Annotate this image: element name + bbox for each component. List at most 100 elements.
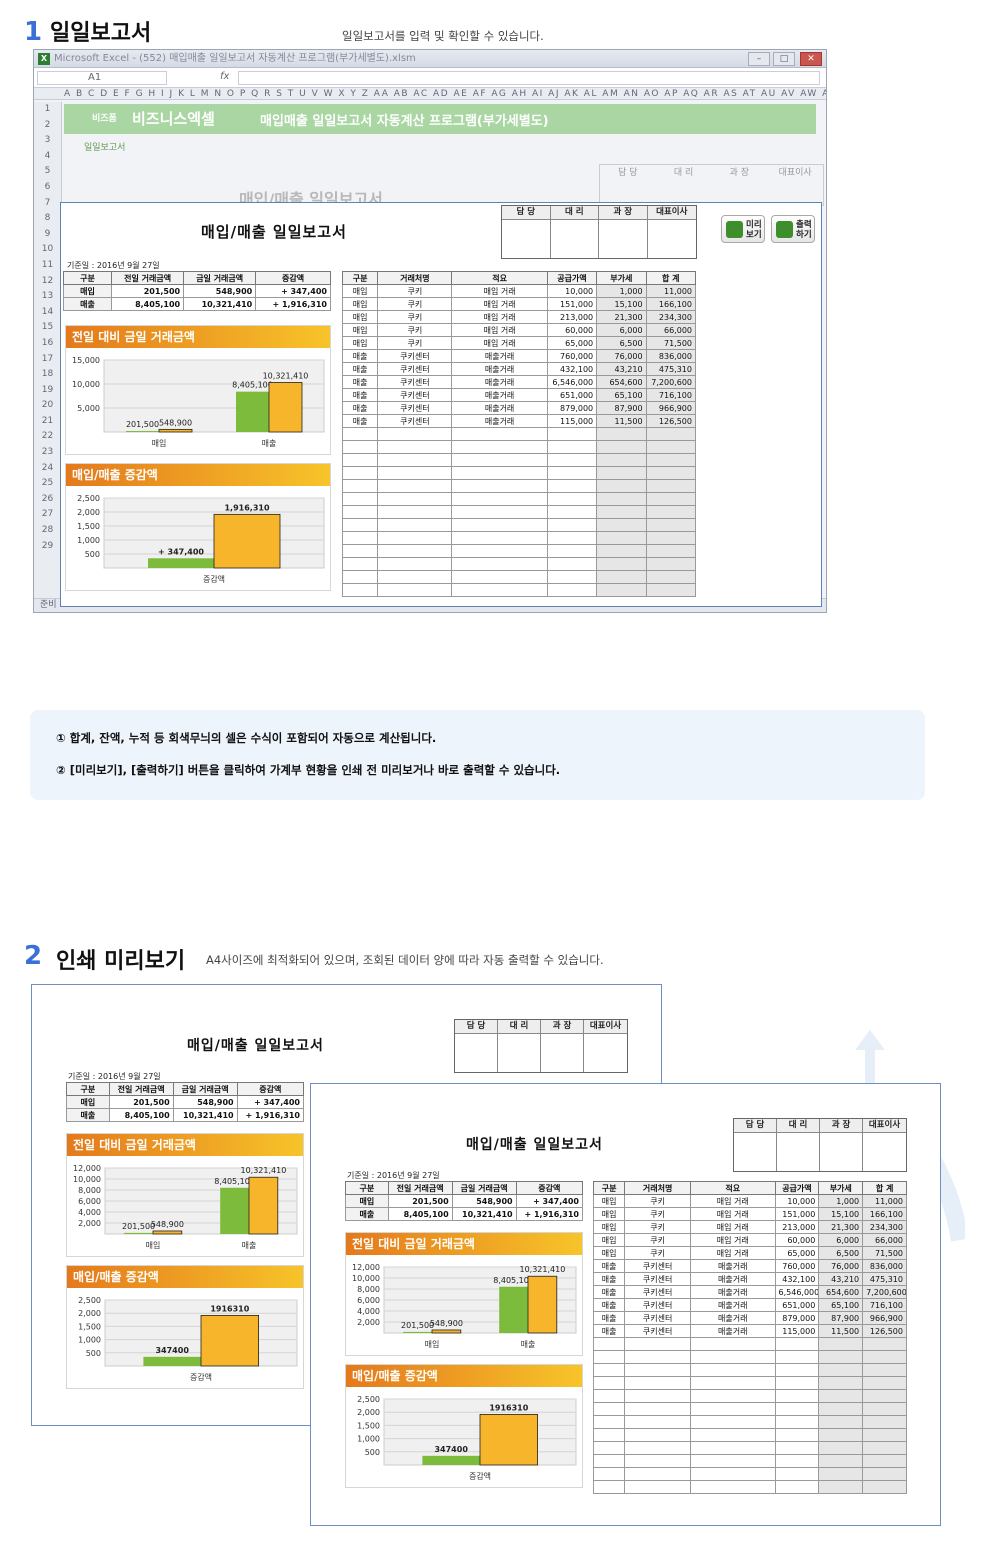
detail-cell[interactable]	[341, 544, 379, 558]
detail-cell[interactable]: 매출거래	[690, 1298, 776, 1312]
detail-cell[interactable]: 234,300	[862, 1220, 907, 1234]
detail-cell[interactable]	[596, 518, 647, 532]
detail-cell[interactable]	[341, 531, 379, 545]
detail-cell[interactable]: 475,310	[862, 1272, 907, 1286]
detail-cell[interactable]: 쿠키센터	[377, 414, 453, 428]
detail-cell[interactable]	[690, 1415, 776, 1429]
detail-cell[interactable]: 매출거래	[690, 1311, 776, 1325]
detail-cell[interactable]	[451, 557, 548, 571]
detail-cell[interactable]	[774, 1441, 820, 1455]
detail-cell[interactable]: 651,000	[546, 388, 598, 402]
row-header[interactable]: 2	[44, 119, 51, 130]
detail-cell[interactable]: 매입	[341, 310, 379, 324]
detail-cell[interactable]	[624, 1441, 692, 1455]
detail-cell[interactable]: 매입 거래	[690, 1233, 776, 1247]
detail-cell[interactable]	[862, 1480, 907, 1494]
detail-cell[interactable]	[546, 505, 598, 519]
detail-cell[interactable]: 매출거래	[690, 1324, 776, 1338]
detail-cell[interactable]	[818, 1376, 864, 1390]
detail-cell[interactable]: 쿠키센터	[624, 1324, 692, 1338]
detail-cell[interactable]: 매출거래	[451, 375, 548, 389]
detail-cell[interactable]: 매출거래	[451, 401, 548, 415]
row-header[interactable]: 10	[41, 244, 54, 255]
detail-cell[interactable]	[341, 453, 379, 467]
detail-cell[interactable]: 매입	[592, 1233, 626, 1247]
detail-cell[interactable]	[377, 570, 453, 584]
detail-cell[interactable]: 65,000	[774, 1246, 820, 1260]
summary-cell[interactable]: 201,500	[108, 1095, 174, 1109]
detail-cell[interactable]: 87,900	[596, 401, 647, 415]
summary-cell[interactable]: + 347,400	[236, 1095, 305, 1109]
row-header[interactable]: 19	[41, 384, 54, 395]
summary-cell[interactable]: 10,321,410	[172, 1108, 238, 1122]
detail-cell[interactable]: 쿠키센터	[377, 349, 453, 363]
detail-cell[interactable]: 쿠키센터	[377, 362, 453, 376]
detail-cell[interactable]	[774, 1428, 820, 1442]
detail-cell[interactable]	[596, 570, 647, 584]
detail-cell[interactable]: 66,000	[645, 323, 697, 337]
detail-cell[interactable]: 매출	[341, 388, 379, 402]
detail-cell[interactable]	[645, 505, 697, 519]
detail-cell[interactable]	[341, 557, 379, 571]
detail-cell[interactable]	[546, 427, 598, 441]
detail-cell[interactable]: 651,000	[774, 1298, 820, 1312]
detail-cell[interactable]: 쿠키센터	[624, 1272, 692, 1286]
detail-cell[interactable]	[624, 1363, 692, 1377]
summary-cell[interactable]: 매입	[345, 1194, 389, 1208]
detail-cell[interactable]: 760,000	[546, 349, 598, 363]
detail-cell[interactable]	[377, 479, 453, 493]
summary-cell[interactable]: + 1,916,310	[255, 297, 331, 311]
detail-cell[interactable]	[451, 427, 548, 441]
detail-cell[interactable]	[546, 479, 598, 493]
detail-cell[interactable]	[645, 570, 697, 584]
summary-cell[interactable]: 548,900	[172, 1095, 238, 1109]
detail-cell[interactable]: 151,000	[774, 1207, 820, 1221]
detail-cell[interactable]	[592, 1337, 626, 1351]
detail-cell[interactable]	[818, 1337, 864, 1351]
row-header[interactable]: 14	[41, 306, 54, 317]
detail-cell[interactable]	[546, 531, 598, 545]
detail-cell[interactable]	[596, 505, 647, 519]
detail-cell[interactable]: 매입 거래	[690, 1207, 776, 1221]
detail-cell[interactable]	[341, 440, 379, 454]
detail-cell[interactable]	[818, 1454, 864, 1468]
detail-cell[interactable]	[341, 570, 379, 584]
detail-cell[interactable]	[818, 1441, 864, 1455]
detail-cell[interactable]: 60,000	[774, 1233, 820, 1247]
detail-cell[interactable]: 매출거래	[690, 1259, 776, 1273]
detail-cell[interactable]: 쿠키	[624, 1246, 692, 1260]
detail-cell[interactable]	[862, 1350, 907, 1364]
detail-cell[interactable]	[451, 440, 548, 454]
summary-cell[interactable]: 매입	[62, 284, 113, 298]
detail-cell[interactable]	[818, 1363, 864, 1377]
detail-cell[interactable]	[546, 453, 598, 467]
detail-cell[interactable]	[341, 583, 379, 597]
detail-cell[interactable]: 1,000	[818, 1194, 864, 1208]
detail-cell[interactable]: 매출거래	[690, 1272, 776, 1286]
row-header[interactable]: 15	[41, 322, 54, 333]
detail-cell[interactable]: 쿠키센터	[624, 1285, 692, 1299]
detail-cell[interactable]	[862, 1428, 907, 1442]
detail-cell[interactable]	[377, 453, 453, 467]
detail-cell[interactable]: 76,000	[596, 349, 647, 363]
detail-cell[interactable]: 매입	[341, 284, 379, 298]
detail-cell[interactable]	[624, 1350, 692, 1364]
detail-cell[interactable]: 10,000	[774, 1194, 820, 1208]
detail-cell[interactable]	[774, 1454, 820, 1468]
detail-cell[interactable]: 166,100	[645, 297, 697, 311]
detail-cell[interactable]: 11,500	[818, 1324, 864, 1338]
detail-cell[interactable]	[596, 453, 647, 467]
detail-cell[interactable]	[592, 1454, 626, 1468]
detail-cell[interactable]	[624, 1376, 692, 1390]
detail-cell[interactable]: 쿠키	[377, 336, 453, 350]
detail-cell[interactable]: 매입 거래	[690, 1246, 776, 1260]
detail-cell[interactable]	[377, 557, 453, 571]
detail-cell[interactable]	[818, 1480, 864, 1494]
detail-cell[interactable]: 43,210	[596, 362, 647, 376]
detail-cell[interactable]	[377, 518, 453, 532]
detail-cell[interactable]: 쿠키센터	[377, 375, 453, 389]
detail-cell[interactable]	[774, 1480, 820, 1494]
detail-cell[interactable]	[690, 1467, 776, 1481]
detail-cell[interactable]: 716,100	[862, 1298, 907, 1312]
detail-cell[interactable]: 65,000	[546, 336, 598, 350]
